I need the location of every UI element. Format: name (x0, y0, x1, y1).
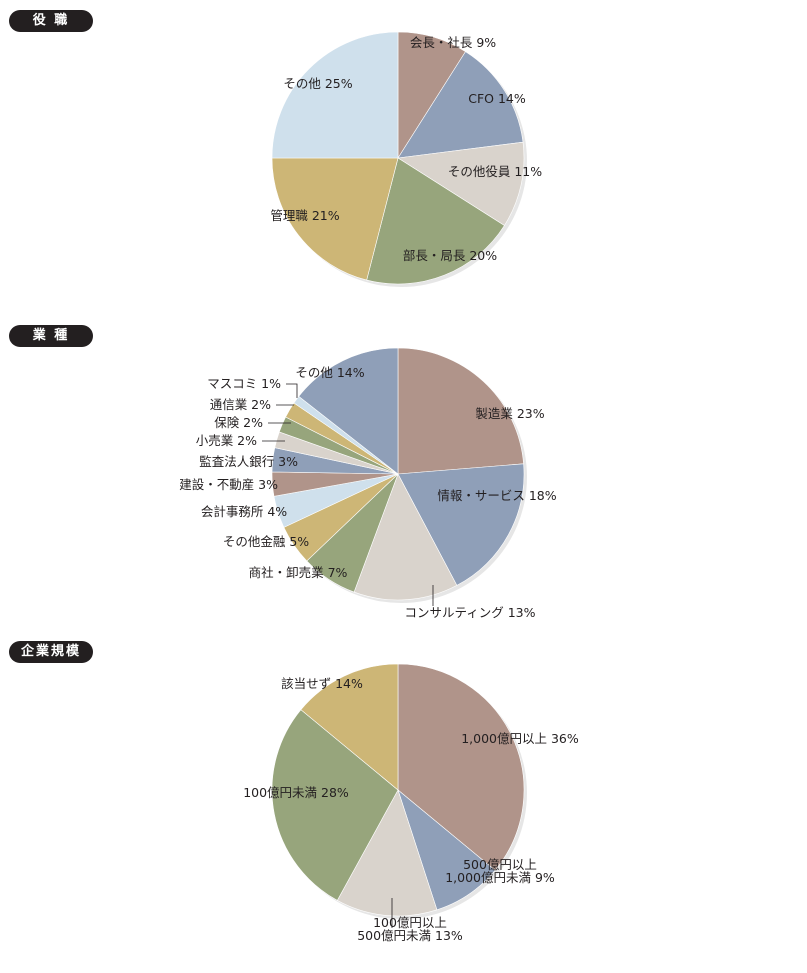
slice-label: その他金融 5% (223, 534, 309, 549)
pie-slice (353, 473, 458, 601)
leader-line (286, 383, 298, 398)
slice-label: 会計事務所 4% (201, 504, 287, 519)
slice-label: 情報・サービス 18% (437, 488, 556, 503)
pie-chart-company-size: 1,000億円以上 36% 500億円以上 1,000億円未満 9% 100億円以上 5… (243, 663, 579, 943)
pie-slice (397, 51, 524, 159)
section-tag-industry: 業 種 (9, 325, 93, 347)
pie-slice (271, 157, 399, 281)
pie-slice (271, 31, 399, 159)
pie-slice (336, 789, 438, 917)
pie-slice (298, 347, 399, 475)
slice-label: CFO 14% (468, 91, 526, 106)
pie-chart-position: 会長・社長 9% CFO 14% その他役員 11% 部長・局長 20% 管理職 21%… (270, 31, 542, 287)
slice-label: 製造業 23% (475, 406, 544, 421)
pie-slice (397, 463, 525, 586)
pie-slice (397, 663, 525, 871)
pie-slice (397, 347, 524, 475)
section-tag-company-size: 企業規模 (9, 641, 93, 663)
slice-label: 管理職 21% (270, 208, 339, 223)
slice-label: その他 25% (283, 76, 352, 91)
pie-chart-industry: 製造業 23% 情報・サービス 18% コンサルティング 13% 商社・卸売業 7% そ… (179, 347, 557, 620)
slice-label: 500億円以上 1,000億円未満 9% (445, 857, 555, 885)
slice-label: コンサルティング 13% (404, 605, 535, 620)
slice-label: 会長・社長 9% (410, 35, 496, 50)
slice-label: 保険 2% (214, 415, 263, 430)
pie-slice (397, 141, 525, 226)
slice-label: 商社・卸売業 7% (249, 565, 348, 580)
pie-slice (366, 157, 505, 285)
slice-label: マスコミ 1% (207, 376, 281, 391)
slice-label: 監査法人銀行 3% (199, 454, 298, 469)
pie-slice (271, 709, 399, 901)
slice-label: 建設・不動産 3% (179, 477, 278, 492)
slice-label: 1,000億円以上 36% (461, 731, 579, 746)
slice-label: その他役員 11% (448, 164, 542, 179)
section-tag-position: 役 職 (9, 10, 93, 32)
slice-label: 小売業 2% (196, 433, 257, 448)
slice-label: 通信業 2% (210, 397, 271, 412)
pie-slice (300, 663, 399, 791)
slice-label: 100億円以上 500億円未満 13% (357, 915, 463, 943)
slice-label: 該当せず 14% (281, 676, 363, 691)
slice-label: その他 14% (295, 365, 364, 380)
slice-label: 部長・局長 20% (403, 248, 497, 263)
slice-label: 100億円未満 28% (243, 785, 349, 800)
